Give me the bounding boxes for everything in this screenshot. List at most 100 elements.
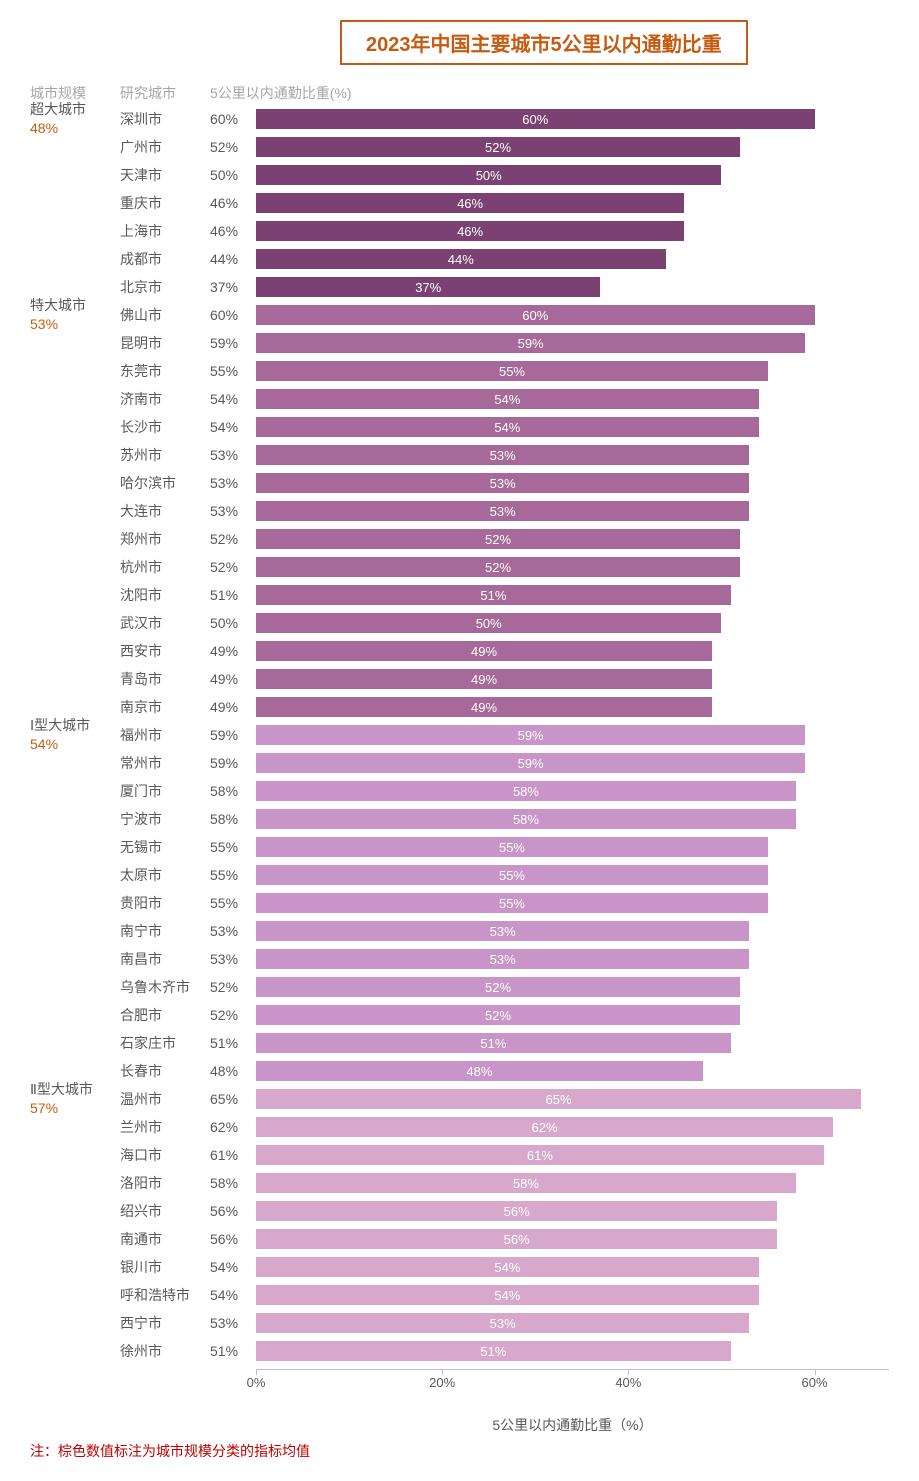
data-row: 海口市61%61% [30, 1141, 889, 1169]
bar-label: 58% [513, 1176, 539, 1191]
bar: 55% [256, 837, 768, 857]
bar-track: 65% [256, 1089, 889, 1109]
bar-track: 52% [256, 557, 889, 577]
city-name: 青岛市 [120, 669, 210, 689]
city-name: 兰州市 [120, 1117, 210, 1137]
bar-label: 54% [494, 1288, 520, 1303]
city-name: 长沙市 [120, 417, 210, 437]
city-name: 哈尔滨市 [120, 473, 210, 493]
data-row: 厦门市58%58% [30, 777, 889, 805]
bar-track: 51% [256, 1341, 889, 1361]
pct-value: 44% [210, 251, 256, 267]
axis-tick-label: 20% [429, 1375, 455, 1390]
axis-tick-label: 40% [615, 1375, 641, 1390]
pct-value: 37% [210, 279, 256, 295]
pct-value: 48% [210, 1063, 256, 1079]
bar-track: 55% [256, 893, 889, 913]
pct-value: 56% [210, 1203, 256, 1219]
data-row: 合肥市52%52% [30, 1001, 889, 1029]
bar-track: 53% [256, 921, 889, 941]
data-row: 东莞市55%55% [30, 357, 889, 385]
bar: 49% [256, 697, 712, 717]
bar-label: 53% [490, 476, 516, 491]
data-row: 杭州市52%52% [30, 553, 889, 581]
pct-value: 52% [210, 139, 256, 155]
header-scale: 城市规模 [30, 83, 120, 103]
city-name: 重庆市 [120, 193, 210, 213]
data-row: 北京市37%37% [30, 273, 889, 301]
bar: 53% [256, 1313, 749, 1333]
bar-track: 54% [256, 1257, 889, 1277]
bar-track: 60% [256, 305, 889, 325]
bar: 51% [256, 585, 731, 605]
data-row: 沈阳市51%51% [30, 581, 889, 609]
pct-value: 53% [210, 475, 256, 491]
data-row: 超大城市48%深圳市60%60% [30, 105, 889, 133]
data-row: 广州市52%52% [30, 133, 889, 161]
pct-value: 49% [210, 671, 256, 687]
pct-value: 49% [210, 699, 256, 715]
city-name: 常州市 [120, 753, 210, 773]
scale-avg: 53% [30, 316, 58, 333]
pct-value: 53% [210, 923, 256, 939]
bar: 52% [256, 1005, 740, 1025]
city-name: 乌鲁木齐市 [120, 977, 210, 997]
city-name: 福州市 [120, 725, 210, 745]
data-row: 贵阳市55%55% [30, 889, 889, 917]
city-name: 徐州市 [120, 1341, 210, 1361]
chart-title-box: 2023年中国主要城市5公里以内通勤比重 [340, 20, 748, 65]
pct-value: 65% [210, 1091, 256, 1107]
bar-label: 37% [415, 280, 441, 295]
city-name: 温州市 [120, 1089, 210, 1109]
bar: 60% [256, 109, 815, 129]
city-name: 绍兴市 [120, 1201, 210, 1221]
pct-value: 54% [210, 419, 256, 435]
bar: 52% [256, 137, 740, 157]
bar: 59% [256, 725, 805, 745]
bar-track: 53% [256, 501, 889, 521]
data-row: Ⅱ型大城市57%温州市65%65% [30, 1085, 889, 1113]
header-pct: 5公里以内通勤比重(%) [210, 83, 889, 103]
city-name: 南宁市 [120, 921, 210, 941]
bar-track: 55% [256, 837, 889, 857]
city-name: 成都市 [120, 249, 210, 269]
chart-title: 2023年中国主要城市5公里以内通勤比重 [366, 34, 722, 56]
city-name: 宁波市 [120, 809, 210, 829]
bar: 56% [256, 1229, 777, 1249]
bar-track: 37% [256, 277, 889, 297]
bar: 50% [256, 613, 721, 633]
bar: 55% [256, 361, 768, 381]
bar-label: 54% [494, 1260, 520, 1275]
pct-value: 59% [210, 755, 256, 771]
data-row: 长沙市54%54% [30, 413, 889, 441]
city-name: 深圳市 [120, 109, 210, 129]
bar-label: 60% [522, 308, 548, 323]
bar-track: 54% [256, 1285, 889, 1305]
city-name: 长春市 [120, 1061, 210, 1081]
city-name: 南昌市 [120, 949, 210, 969]
bar: 53% [256, 473, 749, 493]
city-name: 西宁市 [120, 1313, 210, 1333]
city-name: 贵阳市 [120, 893, 210, 913]
bar: 49% [256, 641, 712, 661]
bar-label: 53% [490, 1316, 516, 1331]
data-row: 南宁市53%53% [30, 917, 889, 945]
data-row: 大连市53%53% [30, 497, 889, 525]
bar-label: 49% [471, 700, 497, 715]
bar-label: 46% [457, 224, 483, 239]
bar-label: 60% [522, 112, 548, 127]
city-name: 石家庄市 [120, 1033, 210, 1053]
city-name: 无锡市 [120, 837, 210, 857]
pct-value: 60% [210, 307, 256, 323]
city-name: 上海市 [120, 221, 210, 241]
pct-value: 54% [210, 391, 256, 407]
bar-label: 55% [499, 868, 525, 883]
bar-label: 59% [518, 336, 544, 351]
bar-track: 56% [256, 1229, 889, 1249]
data-row: 无锡市55%55% [30, 833, 889, 861]
bar-track: 53% [256, 473, 889, 493]
pct-value: 55% [210, 867, 256, 883]
bar: 53% [256, 921, 749, 941]
pct-value: 55% [210, 895, 256, 911]
bar-label: 55% [499, 364, 525, 379]
